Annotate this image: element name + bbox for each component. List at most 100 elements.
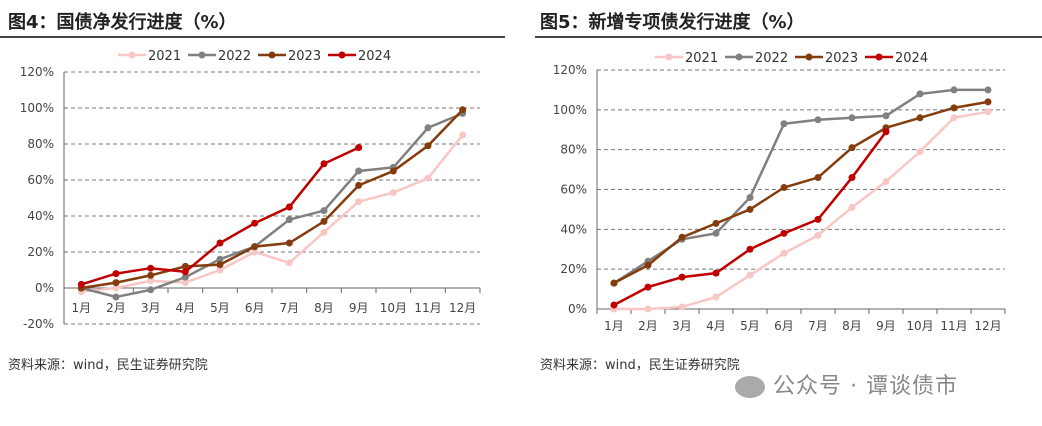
data-point — [181, 268, 189, 276]
data-point — [320, 228, 328, 236]
data-point — [147, 286, 155, 294]
x-tick-label: 4月 — [706, 319, 726, 333]
y-tick-label: 120% — [553, 63, 587, 77]
series-line — [613, 88, 988, 285]
data-point — [814, 174, 822, 182]
legend-marker — [128, 51, 136, 59]
x-tick-label: 5月 — [740, 319, 760, 333]
legend-marker — [268, 51, 276, 59]
x-tick-label: 6月 — [245, 301, 265, 315]
legend-marker — [338, 51, 346, 59]
data-point — [916, 148, 924, 156]
x-tick-label: 11月 — [940, 319, 967, 333]
watermark-text: 公众号 · 谭谈债市 — [773, 374, 958, 399]
x-tick-label: 6月 — [774, 319, 794, 333]
x-tick-label: 3月 — [141, 301, 161, 315]
data-point — [780, 229, 788, 237]
data-point — [112, 293, 120, 301]
data-point — [216, 239, 224, 247]
data-point — [848, 114, 856, 122]
watermark: 公众号 · 谭谈债市 — [735, 368, 958, 400]
data-point — [181, 279, 189, 287]
x-tick-label: 10月 — [906, 319, 933, 333]
legend-marker — [665, 53, 673, 61]
data-point — [678, 233, 686, 241]
data-point — [882, 128, 890, 136]
series-line — [613, 100, 989, 285]
data-point — [112, 270, 120, 278]
series-2024 — [610, 128, 890, 309]
x-tick-label: 8月 — [842, 319, 862, 333]
data-point — [285, 259, 293, 267]
x-tick-label: 7月 — [280, 301, 300, 315]
series-line — [613, 130, 888, 307]
data-point — [882, 112, 890, 120]
series-2022 — [77, 109, 467, 301]
data-point — [355, 167, 363, 175]
data-point — [610, 279, 618, 287]
legend-label: 2024 — [895, 51, 928, 66]
legend-marker — [198, 51, 206, 59]
source-note-left: 资料来源：wind，民生证券研究院 — [8, 358, 208, 373]
x-tick-label: 9月 — [876, 319, 896, 333]
data-point — [746, 271, 754, 279]
legend-label: 2023 — [825, 51, 858, 66]
data-point — [251, 243, 259, 251]
y-tick-label: 40% — [560, 222, 587, 236]
data-point — [459, 131, 467, 139]
data-point — [644, 261, 652, 269]
data-point — [712, 269, 720, 277]
data-point — [112, 279, 120, 287]
y-tick-label: 80% — [27, 137, 54, 151]
source-note-right: 资料来源：wind，民生证券研究院 — [540, 358, 740, 373]
x-tick-label: 7月 — [808, 319, 828, 333]
y-tick-label: -20% — [23, 317, 54, 331]
series-line — [81, 112, 464, 299]
data-point — [251, 219, 259, 227]
data-point — [950, 86, 958, 94]
y-tick-label: 40% — [27, 209, 54, 223]
y-tick-label: 120% — [20, 65, 54, 79]
series-line — [614, 110, 989, 311]
data-point — [216, 266, 224, 274]
data-point — [216, 255, 224, 263]
x-tick-label: 4月 — [176, 301, 196, 315]
data-point — [320, 207, 328, 215]
data-point — [389, 189, 397, 197]
data-point — [984, 108, 992, 116]
legend-label: 2022 — [755, 51, 788, 66]
data-point — [77, 280, 85, 288]
data-point — [848, 174, 856, 182]
data-point — [285, 216, 293, 224]
data-point — [424, 174, 432, 182]
data-point — [712, 293, 720, 301]
data-point — [848, 144, 856, 152]
series-2021 — [610, 108, 992, 313]
data-point — [355, 181, 363, 189]
data-point — [746, 193, 754, 201]
legend-label: 2021 — [148, 49, 181, 64]
data-point — [848, 203, 856, 211]
data-point — [814, 215, 822, 223]
x-tick-label: 12月 — [449, 301, 476, 315]
data-point — [814, 116, 822, 124]
legend-marker — [875, 53, 883, 61]
y-tick-label: 80% — [560, 143, 587, 157]
data-point — [285, 239, 293, 247]
x-tick-label: 1月 — [72, 301, 92, 315]
x-tick-label: 12月 — [974, 319, 1001, 333]
y-tick-label: 60% — [560, 183, 587, 197]
data-point — [285, 203, 293, 211]
data-point — [984, 86, 992, 94]
data-point — [780, 184, 788, 192]
data-point — [916, 90, 924, 98]
x-tick-label: 9月 — [349, 301, 369, 315]
data-point — [678, 273, 686, 281]
series-2024 — [77, 144, 363, 288]
data-point — [355, 198, 363, 206]
y-tick-label: 0% — [35, 281, 54, 295]
data-point — [780, 120, 788, 128]
chart-1: 0% 20% 40% 60% 80% 100% 120% 1月 2月 3月 4月 5月 6月 7月 8月 9月… — [553, 51, 1006, 333]
data-point — [181, 273, 189, 281]
